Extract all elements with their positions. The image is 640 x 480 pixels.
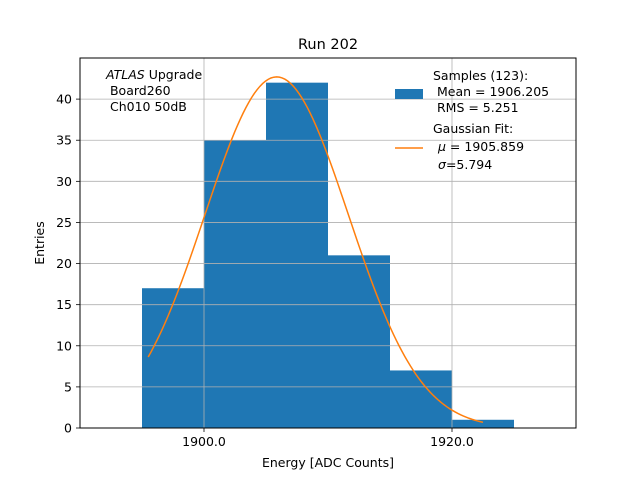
annotation-block: ATLAS Upgrade Board260 Ch010 50dB	[105, 67, 202, 114]
plot-frame	[79, 57, 577, 429]
legend-samples-line-2: Mean = 1906.205	[433, 84, 549, 99]
chart-title: Run 202	[298, 37, 358, 53]
annotation-line-3: Ch010 50dB	[106, 99, 187, 114]
y-tick-label-1: 0	[64, 421, 72, 436]
grid-group	[80, 58, 576, 429]
annotation-line-1: ATLAS Upgrade	[105, 67, 202, 82]
legend-samples-line-1: Samples (123):	[433, 68, 528, 83]
histogram-bar-4	[328, 255, 390, 428]
legend-mu-symbol: μ	[437, 139, 446, 154]
y-tick-label-4: 15	[56, 297, 72, 312]
y-tick-label-8: 35	[56, 133, 72, 148]
gaussian-fit-line	[147, 76, 484, 424]
annotation-atlas: ATLAS	[105, 67, 145, 82]
histogram-bar-2	[204, 140, 266, 428]
y-tick-label-9: 40	[56, 92, 72, 107]
histogram-bar-3	[266, 82, 328, 429]
annotation-line-2: Board260	[106, 83, 171, 98]
histogram-bar-1	[142, 288, 204, 428]
x-axis-label: Energy [ADC Counts]	[262, 455, 394, 470]
x-tick-label-1: 1900.0	[182, 434, 226, 449]
legend-mu-value: = 1905.859	[446, 139, 524, 154]
legend-sigma-value: =5.794	[446, 157, 492, 172]
y-axis-label: Entries	[32, 221, 47, 265]
y-tick-label-3: 10	[56, 338, 72, 353]
legend-fit-line-2: μ = 1905.859	[437, 139, 524, 154]
y-tick-label-2: 5	[64, 379, 72, 394]
y-tick-label-7: 30	[56, 174, 72, 189]
x-tick-label-2: 1920.0	[430, 434, 474, 449]
x-ticks-group: 1900.0 1920.0	[182, 428, 474, 449]
legend-fit-line-1: Gaussian Fit:	[433, 121, 513, 136]
y-tick-label-5: 20	[56, 256, 72, 271]
legend: Samples (123): Mean = 1906.205 RMS = 5.2…	[395, 68, 549, 172]
annotation-upgrade: Upgrade	[145, 67, 203, 82]
histogram-bar-5	[390, 370, 452, 428]
histogram-bar-6	[452, 419, 514, 428]
legend-sigma-symbol: σ	[438, 157, 447, 172]
y-ticks-group: 0 5 10 15 20 25 30 35 40	[56, 92, 80, 436]
legend-fit-line-3: σ=5.794	[438, 157, 492, 172]
legend-samples-line-3: RMS = 5.251	[433, 100, 519, 115]
legend-samples-swatch	[395, 89, 423, 99]
y-tick-label-6: 25	[56, 215, 72, 230]
